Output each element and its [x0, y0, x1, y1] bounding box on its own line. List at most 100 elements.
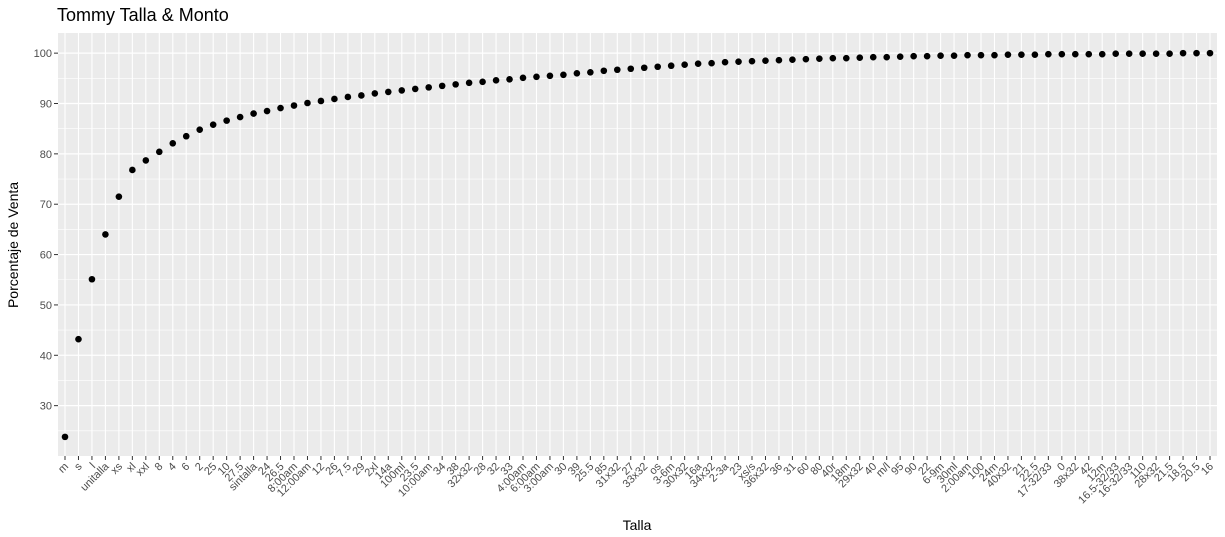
data-point [842, 54, 850, 62]
data-point [964, 51, 971, 59]
data-point [209, 121, 217, 128]
data-point [344, 93, 352, 101]
x-tick-label: 16 [1199, 461, 1216, 478]
y-tick-label: 30 [40, 401, 52, 413]
y-tick-label: 60 [40, 250, 52, 262]
data-point [263, 107, 271, 115]
data-point [789, 56, 796, 63]
data-point [640, 64, 648, 72]
data-point [371, 90, 379, 97]
y-tick-label: 70 [40, 199, 52, 211]
data-point [88, 275, 96, 283]
data-point [1152, 50, 1160, 57]
data-point [681, 61, 688, 69]
data-point [1018, 51, 1025, 58]
data-point [708, 59, 715, 67]
data-point [1166, 50, 1173, 57]
data-point [1139, 50, 1146, 57]
data-point [869, 53, 877, 61]
data-point [519, 74, 527, 82]
data-point [142, 157, 150, 164]
data-point [546, 72, 554, 80]
data-point [762, 57, 769, 64]
data-point [155, 148, 163, 156]
x-tick-label: unitalla [78, 460, 112, 494]
data-point [1031, 51, 1039, 58]
data-point [115, 193, 123, 200]
data-point [506, 76, 513, 83]
data-point [358, 92, 365, 99]
data-point [991, 51, 998, 59]
data-points [61, 49, 1214, 441]
x-tick-label: l [88, 461, 98, 471]
data-point [613, 66, 621, 74]
data-point [1085, 50, 1093, 58]
data-point [465, 79, 473, 87]
data-point [331, 95, 338, 103]
data-point [479, 78, 486, 86]
data-point [277, 104, 284, 112]
data-point [802, 55, 810, 63]
data-point [816, 55, 823, 62]
y-axis-title: Porcentaje de Venta [5, 182, 21, 308]
x-tick-label: s [72, 460, 85, 473]
data-point [304, 99, 311, 107]
data-point [600, 67, 608, 75]
data-point [748, 57, 756, 65]
data-point [75, 335, 82, 343]
data-point [1098, 50, 1106, 58]
data-point [1045, 50, 1052, 58]
data-point [560, 71, 567, 79]
x-axis-title: Talla [623, 517, 652, 533]
y-axis: 30 40 50 60 70 80 90 100 [34, 48, 58, 413]
data-point [384, 88, 392, 96]
data-point [923, 52, 931, 60]
data-point [627, 65, 635, 73]
data-point [937, 52, 944, 59]
data-point [1071, 50, 1079, 58]
data-point [856, 54, 864, 61]
data-point [452, 81, 459, 88]
data-point [425, 84, 433, 91]
x-tick-label: 8 [153, 461, 166, 474]
data-point [896, 53, 904, 60]
y-tick-label: 50 [40, 300, 52, 312]
data-point [1112, 50, 1120, 57]
data-point [1058, 50, 1066, 58]
data-point [236, 113, 244, 121]
data-point [102, 231, 109, 238]
plot-panel [58, 33, 1217, 456]
data-point [910, 52, 917, 60]
data-point [829, 54, 837, 62]
x-tick-label: m [56, 461, 71, 476]
y-tick-label: 80 [40, 149, 52, 161]
data-point [1193, 49, 1200, 57]
data-point [667, 62, 675, 70]
data-point [587, 68, 594, 76]
x-tick-label: xs [109, 460, 126, 477]
data-point [182, 132, 190, 140]
data-point [438, 82, 446, 90]
data-point [398, 87, 406, 94]
y-tick-label: 40 [40, 350, 52, 362]
grid-minor [58, 78, 1217, 432]
data-point [1004, 51, 1012, 58]
data-point [533, 73, 540, 81]
data-point [573, 69, 581, 77]
y-tick-label: 100 [34, 48, 52, 60]
chart-title: Tommy Talla & Monto [57, 5, 229, 25]
y-tick-label: 90 [40, 99, 52, 111]
data-point [654, 63, 662, 71]
data-point [492, 77, 500, 84]
data-point [317, 97, 325, 105]
data-point [883, 53, 891, 61]
data-point [735, 58, 742, 66]
data-point [169, 139, 177, 147]
data-point [196, 126, 204, 133]
data-point [1125, 50, 1133, 57]
data-point [775, 56, 783, 64]
data-point [694, 60, 702, 68]
data-point [950, 52, 958, 59]
